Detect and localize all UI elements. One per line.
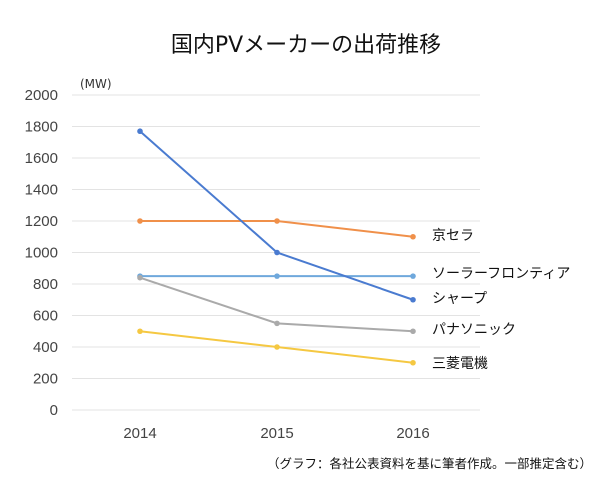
y-tick-label: 1400 (25, 182, 58, 199)
y-tick-label: 800 (33, 276, 58, 293)
data-point (410, 296, 416, 303)
chart-title: 国内PVメーカーの出荷推移 (171, 33, 441, 58)
y-tick-label: 400 (33, 339, 58, 356)
data-point (274, 249, 280, 256)
y-tick-label: 2000 (25, 87, 58, 104)
data-point (410, 273, 416, 279)
series-group (137, 128, 416, 366)
data-point (137, 328, 143, 335)
x-tick-label: 2014 (123, 425, 156, 442)
unit-label: (MW) (80, 77, 112, 91)
data-point (137, 128, 143, 135)
series-label: パナソニック (432, 322, 516, 338)
series-0 (137, 218, 416, 240)
y-tick-label: 0 (50, 402, 58, 419)
y-tick-label: 200 (33, 371, 58, 388)
data-point (410, 359, 416, 366)
y-tick-label: 600 (33, 308, 58, 325)
x-axis-ticks: 2014 2015 2016 (123, 425, 429, 442)
data-point (274, 218, 280, 224)
y-tick-label: 1800 (25, 119, 58, 136)
series-label: ソーラーフロンティア (432, 266, 570, 282)
series-label: シャープ (432, 291, 487, 307)
data-point (274, 273, 280, 279)
y-axis-ticks: 0 200 400 600 800 1000 1200 1400 1600 1800 2000 (25, 87, 58, 419)
data-point (137, 218, 143, 224)
x-tick-label: 2015 (260, 425, 293, 442)
series-2 (137, 128, 416, 303)
data-point (274, 344, 280, 350)
series-1 (137, 273, 416, 279)
data-point (274, 320, 280, 327)
y-tick-label: 1000 (25, 245, 58, 262)
y-tick-label: 1600 (25, 150, 58, 167)
series-4 (137, 328, 416, 366)
series-label: 京セラ (432, 228, 474, 244)
data-point (137, 274, 143, 281)
source-note: （グラフ：各社公表資料を基に筆者作成。一部推定含む） (267, 456, 592, 471)
series-label: 三菱電機 (432, 356, 488, 372)
x-tick-label: 2016 (396, 425, 429, 442)
data-point (410, 328, 416, 335)
y-tick-label: 1200 (25, 213, 58, 230)
data-point (410, 233, 416, 240)
series-3 (137, 274, 416, 335)
